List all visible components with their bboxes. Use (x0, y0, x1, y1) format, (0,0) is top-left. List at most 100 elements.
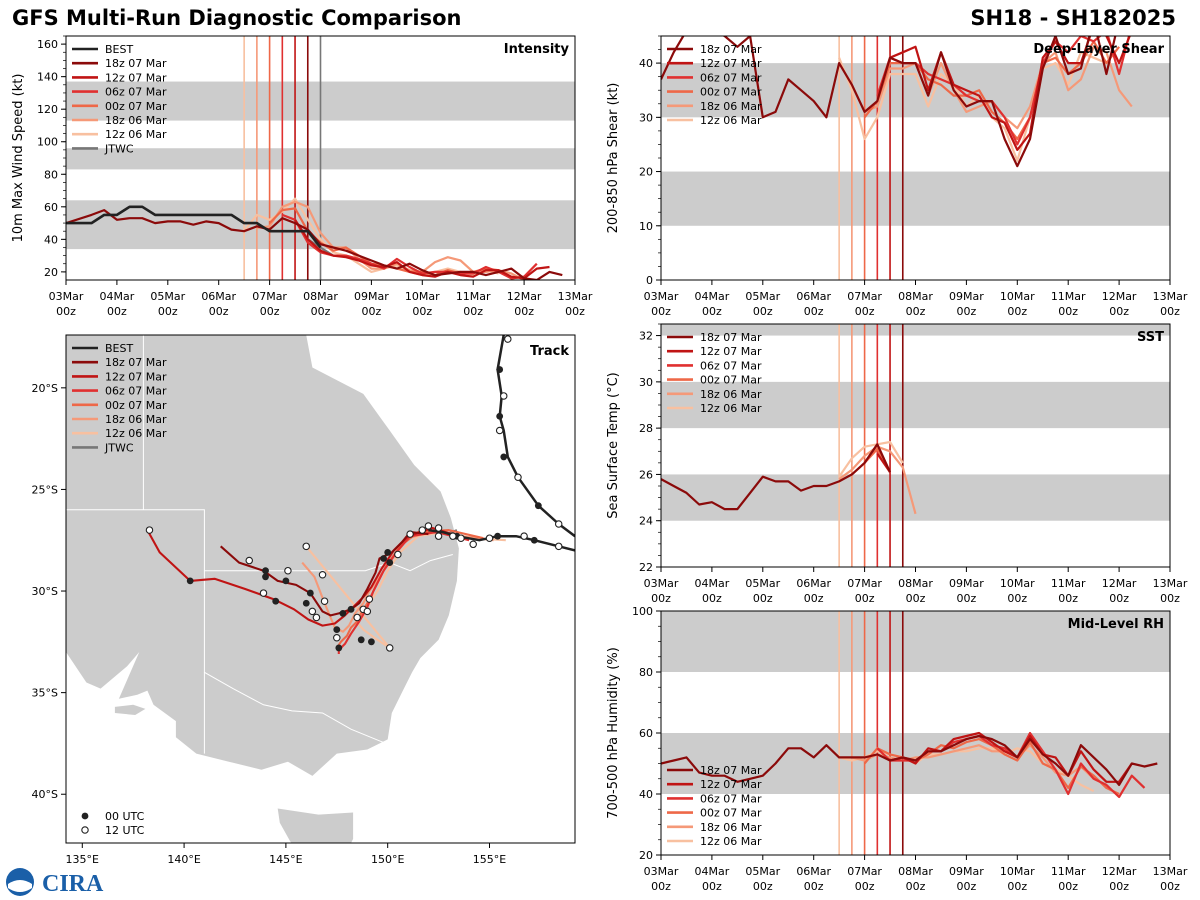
legend-label: 12z 06 Mar (105, 427, 167, 440)
x-tick-label-date: 11Mar (1051, 290, 1086, 303)
x-tick-label-date: 09Mar (949, 865, 984, 878)
shaded-band (661, 63, 1170, 118)
marker-12utc (434, 532, 443, 540)
marker-12utc (302, 542, 310, 551)
legend-label: 06z 07 Mar (700, 71, 762, 84)
x-tick-label-date: 03Mar (644, 577, 679, 590)
marker-00utc (302, 599, 310, 607)
legend-label: 18z 06 Mar (105, 114, 167, 127)
y-tick-label: 40°S (32, 788, 58, 801)
x-tick-label-hour: 00z (906, 592, 926, 605)
legend-label: 18z 07 Mar (700, 43, 762, 56)
series-line-best (66, 205, 322, 249)
marker-00utc (530, 536, 538, 544)
marker-12utc (449, 532, 457, 540)
x-tick-label-date: 09Mar (354, 290, 389, 303)
x-tick-label-date: 11Mar (1051, 577, 1086, 590)
x-tick-label-date: 10Mar (1000, 577, 1035, 590)
y-tick-label: 26 (639, 468, 653, 481)
x-tick-label-hour: 00z (1058, 305, 1078, 318)
legend-label: 12z 06 Mar (700, 114, 762, 127)
panel-title: Track (530, 344, 569, 359)
x-tick-label-date: 10Mar (405, 290, 440, 303)
marker-12utc (363, 607, 372, 616)
x-tick-label-date: 04Mar (695, 865, 730, 878)
panel-title: SST (1137, 330, 1164, 345)
x-tick-label-date: 07Mar (847, 865, 882, 878)
track-line-best (496, 335, 575, 538)
y-tick-label: 120 (37, 103, 58, 116)
x-tick-label-hour: 00z (702, 305, 722, 318)
series-line-12z-06-mar (838, 440, 904, 478)
x-tick-label-hour: 00z (804, 305, 824, 318)
x-tick-label-hour: 00z (107, 305, 127, 318)
x-tick-label-hour: 00z (753, 880, 773, 893)
y-axis-label: Sea Surface Temp (°C) (606, 372, 621, 519)
x-tick-label-hour: 00z (362, 305, 382, 318)
legend-label: 06z 07 Mar (105, 385, 167, 398)
x-tick-label-hour: 00z (209, 305, 229, 318)
x-tick-label-date: 12Mar (1102, 290, 1137, 303)
marker-12utc (353, 613, 361, 622)
y-tick-label: 20 (639, 166, 653, 179)
legend-label: 18z 06 Mar (700, 388, 762, 401)
state-border (203, 570, 386, 744)
sst-plot-area (661, 324, 1170, 567)
storm-id: SH18 - SH182025 (970, 6, 1176, 30)
marker-12utc (333, 634, 341, 642)
series-line-18z-07-mar (661, 36, 1117, 168)
marker-12utc (554, 520, 563, 528)
x-tick-label-hour: 00z (855, 880, 875, 893)
marker-00utc (380, 555, 388, 562)
x-tick-label-date: 11Mar (1051, 865, 1086, 878)
marker-00utc (339, 609, 347, 617)
legend-label: 00z 07 Mar (700, 86, 762, 99)
legend-label: 12z 06 Mar (700, 835, 762, 848)
marker-00utc (262, 573, 269, 581)
series-line-18z-07-mar (661, 443, 892, 511)
marker-12utc (145, 526, 154, 534)
x-tick-label-hour: 00z (702, 880, 722, 893)
x-tick-label-date: 13Mar (1153, 577, 1188, 590)
marker-12utc (495, 426, 504, 435)
y-tick-label: 0 (646, 274, 653, 287)
marker-00utc (386, 559, 394, 566)
marker-12utc (312, 613, 321, 622)
x-tick-label-hour: 00z (260, 305, 280, 318)
marker-12utc (318, 571, 327, 579)
legend-label: 00 UTC (105, 810, 145, 823)
marker-00utc (186, 577, 194, 585)
x-tick-label-date: 13Mar (558, 290, 593, 303)
marker-12utc (406, 530, 414, 538)
x-tick-label-date: 13Mar (1153, 865, 1188, 878)
y-tick-label: 80 (639, 666, 653, 679)
marker-00utc (335, 644, 343, 652)
series-line-18z-07-mar (66, 209, 563, 280)
y-tick-label: 80 (44, 168, 58, 181)
x-tick-label-date: 06Mar (796, 865, 831, 878)
x-tick-label-hour: 00z (1058, 880, 1078, 893)
legend-marker-00utc (81, 812, 89, 820)
x-tick-label-date: 06Mar (796, 577, 831, 590)
x-tick-label-hour: 00z (463, 305, 483, 318)
y-tick-label: 40 (44, 233, 58, 246)
y-tick-label: 24 (639, 515, 653, 528)
shaded-band (661, 324, 1170, 336)
rh-panel: 20 40 60 80 100 03Mar 00z 04Mar 00z 05Mar 00z 06Mar… (606, 605, 1188, 893)
y-tick-label: 30 (639, 376, 653, 389)
x-tick-label-date: 07Mar (847, 577, 882, 590)
legend-label: 00z 07 Mar (700, 374, 762, 387)
x-tick-label-date: 08Mar (303, 290, 338, 303)
y-tick-label: 60 (44, 201, 58, 214)
y-tick-label: 30°S (32, 585, 58, 598)
x-tick-label: 150°E (371, 853, 404, 866)
marker-12utc (499, 392, 508, 400)
x-tick-label-hour: 00z (565, 305, 585, 318)
marker-00utc (282, 577, 290, 585)
x-tick-label-date: 03Mar (49, 290, 84, 303)
marker-12utc (320, 597, 329, 605)
x-tick-label-hour: 00z (1058, 592, 1078, 605)
legend-marker-12utc (81, 826, 89, 834)
x-tick-label-date: 06Mar (796, 290, 831, 303)
x-tick-label: 145°E (269, 853, 302, 866)
